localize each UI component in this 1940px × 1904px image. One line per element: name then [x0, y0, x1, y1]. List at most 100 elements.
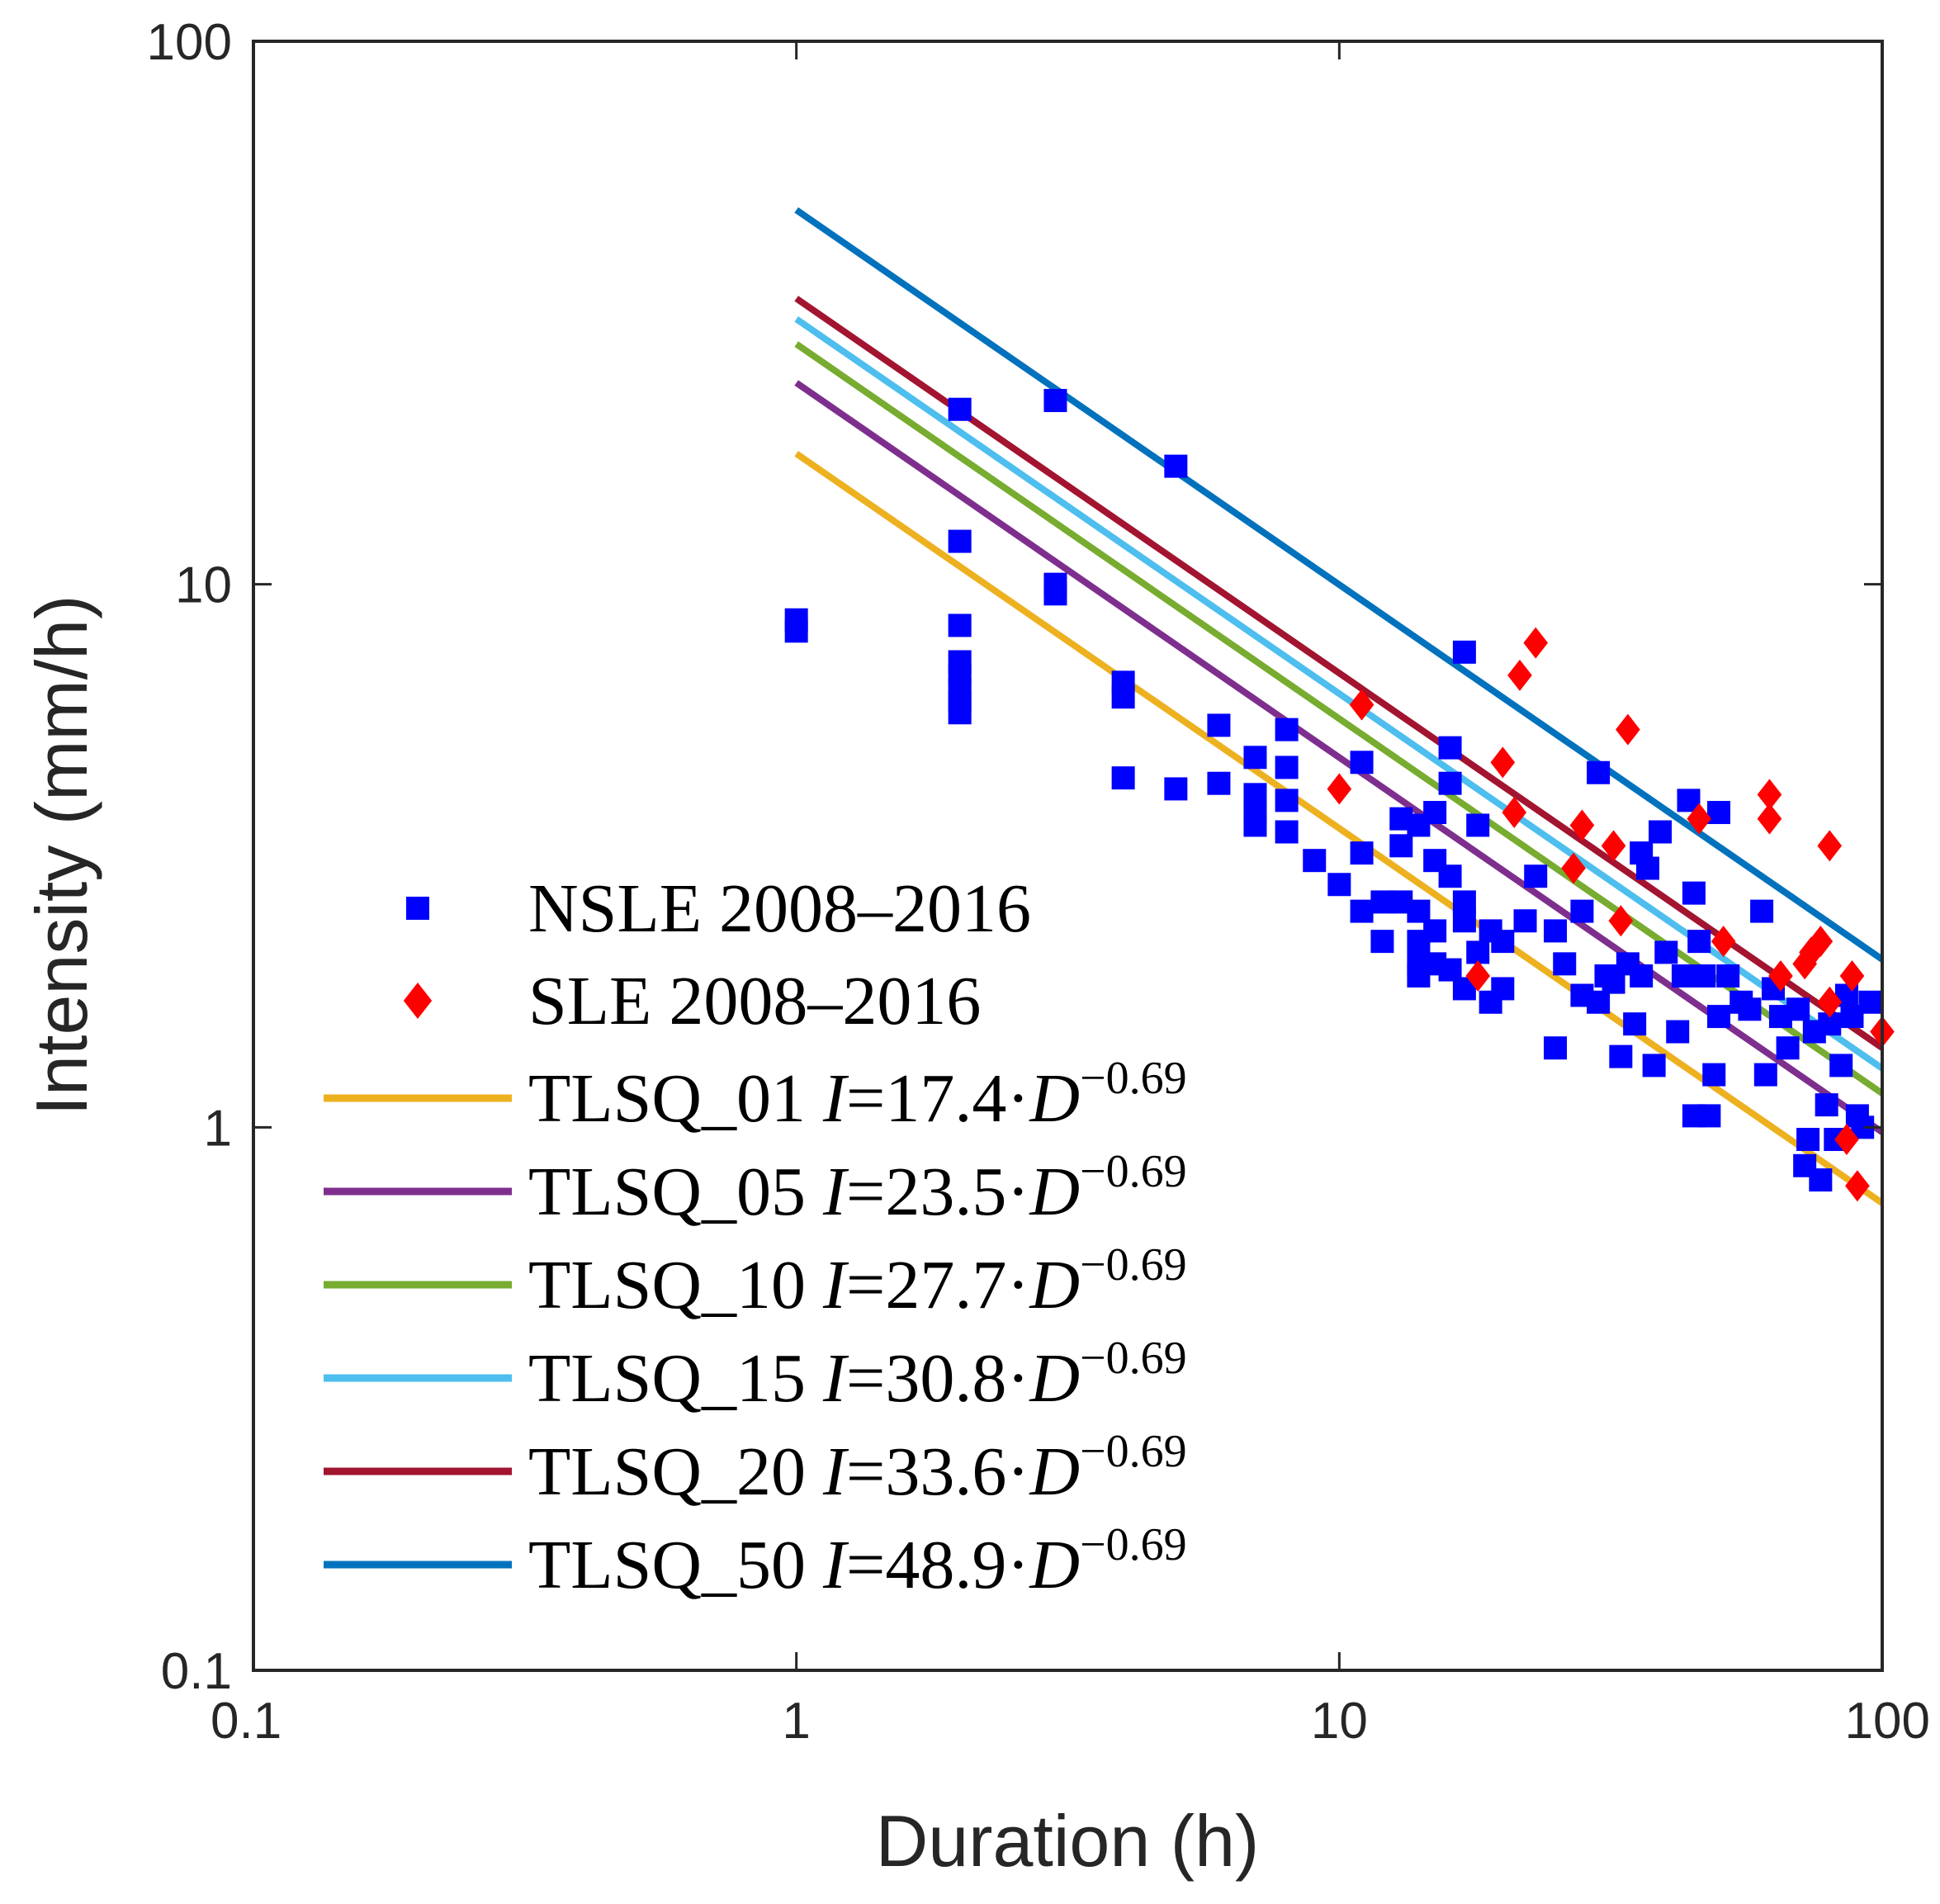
nsle-point — [1466, 813, 1490, 837]
y-tick-label: 0.1 — [161, 1643, 232, 1700]
nsle-point — [1303, 849, 1327, 873]
legend-label: NSLE 2008–2016 — [528, 870, 1031, 947]
nsle-point — [1438, 736, 1462, 760]
nsle-point — [948, 701, 972, 725]
nsle-point — [1630, 964, 1654, 988]
nsle-point — [948, 397, 972, 421]
sle-point — [1799, 936, 1824, 969]
y-tick-label: 10 — [175, 557, 232, 614]
nsle-point — [1513, 909, 1537, 933]
fit-line-tlsq-01 — [794, 451, 1885, 1206]
nsle-point — [1654, 940, 1678, 964]
sle-point — [1523, 627, 1549, 659]
fit-line-tlsq-05 — [794, 380, 1885, 1135]
nsle-point — [1164, 454, 1188, 478]
nsle-point — [1682, 881, 1706, 905]
nsle-point — [1623, 1012, 1647, 1036]
nsle-point — [1243, 813, 1267, 837]
nsle-point — [784, 608, 808, 632]
nsle-point — [1389, 834, 1413, 858]
x-tick-label: 100 — [1845, 1693, 1930, 1750]
legend-sle-marker — [403, 983, 433, 1019]
sle-point — [1465, 960, 1491, 992]
legend-label: TLSQ_20 I=33.6·D−0.69 — [528, 1426, 1187, 1510]
sle-point — [1711, 926, 1736, 958]
nsle-point — [1544, 919, 1568, 943]
nsle-point — [1407, 899, 1431, 923]
nsle-point — [1111, 670, 1135, 694]
nsle-point — [1649, 820, 1673, 844]
sle-point — [1349, 689, 1375, 721]
x-tick-label: 1 — [782, 1693, 810, 1750]
sle-point — [1757, 803, 1782, 835]
nsle-point — [1350, 751, 1374, 774]
nsle-point — [1370, 930, 1394, 954]
nsle-point — [1452, 640, 1476, 664]
nsle-point — [948, 529, 972, 553]
sle-point — [1502, 797, 1527, 829]
nsle-point — [1111, 766, 1135, 790]
sle-point — [1792, 948, 1817, 980]
legend-nsle-marker — [406, 897, 429, 920]
nsle-point — [1587, 760, 1611, 784]
nsle-point — [1164, 777, 1188, 801]
nsle-point — [1544, 1036, 1568, 1060]
nsle-point — [1043, 572, 1067, 596]
nsle-point — [1815, 1093, 1838, 1117]
nsle-point — [1666, 1020, 1690, 1044]
sle-point — [1616, 713, 1640, 746]
fit-lines — [794, 207, 1885, 1206]
legend-label: SLE 2008–2016 — [528, 963, 981, 1040]
nsle-point — [1642, 1054, 1666, 1078]
nsle-point — [1275, 718, 1299, 741]
sle-point — [1507, 659, 1532, 691]
legend-label: TLSQ_01 I=17.4·D−0.69 — [528, 1053, 1187, 1137]
nsle-point — [1207, 771, 1231, 795]
nsle-point — [1423, 801, 1447, 825]
sle-point — [1839, 960, 1865, 992]
nsle-point — [948, 613, 972, 637]
nsle-point — [1707, 1005, 1731, 1029]
nsle-point — [1327, 873, 1351, 897]
nsle-point — [1776, 1036, 1800, 1060]
x-axis-title: Duration (h) — [876, 1800, 1260, 1882]
sle-point — [1768, 960, 1793, 992]
y-axis-title: Intensity (mm/h) — [21, 595, 102, 1116]
nsle-point — [1275, 789, 1299, 812]
nsle-point — [1738, 997, 1762, 1021]
nsle-point — [1716, 964, 1740, 988]
nsle-point — [1829, 1054, 1853, 1078]
sle-point — [1608, 905, 1634, 937]
sle-point — [1808, 926, 1834, 958]
nsle-point — [1043, 389, 1067, 413]
axes — [252, 40, 1884, 1672]
nsle-point — [1753, 1063, 1777, 1087]
nsle-point — [1275, 755, 1299, 779]
nsle-point — [1491, 977, 1515, 1001]
nsle-point — [1350, 841, 1374, 865]
nsle-point — [1809, 1168, 1833, 1192]
legend-label: TLSQ_05 I=23.5·D−0.69 — [528, 1146, 1187, 1230]
sle-point — [1490, 746, 1516, 779]
sle-point — [1817, 830, 1843, 862]
sle-point — [1687, 803, 1712, 835]
nsle-point — [1466, 940, 1490, 964]
sle-point — [1845, 1170, 1870, 1202]
nsle-point — [1687, 930, 1711, 954]
x-tick-label: 0.1 — [211, 1693, 282, 1750]
sle-point — [1834, 1123, 1859, 1155]
nsle-point — [1702, 1063, 1726, 1087]
axis-ticks: 0.1 1 10 100 0.1 1 10 100 — [147, 14, 1930, 1750]
nsle-point — [1491, 930, 1515, 954]
nsle-point — [1796, 1127, 1820, 1151]
nsle-point — [1636, 856, 1660, 880]
nsle-point — [1692, 964, 1716, 988]
nsle-point — [1423, 919, 1447, 943]
nsle-point — [1786, 997, 1810, 1021]
sle-point — [1569, 809, 1595, 841]
nsle-point — [1858, 990, 1882, 1014]
nsle-point — [1350, 899, 1374, 923]
nsle-point — [1570, 899, 1594, 923]
